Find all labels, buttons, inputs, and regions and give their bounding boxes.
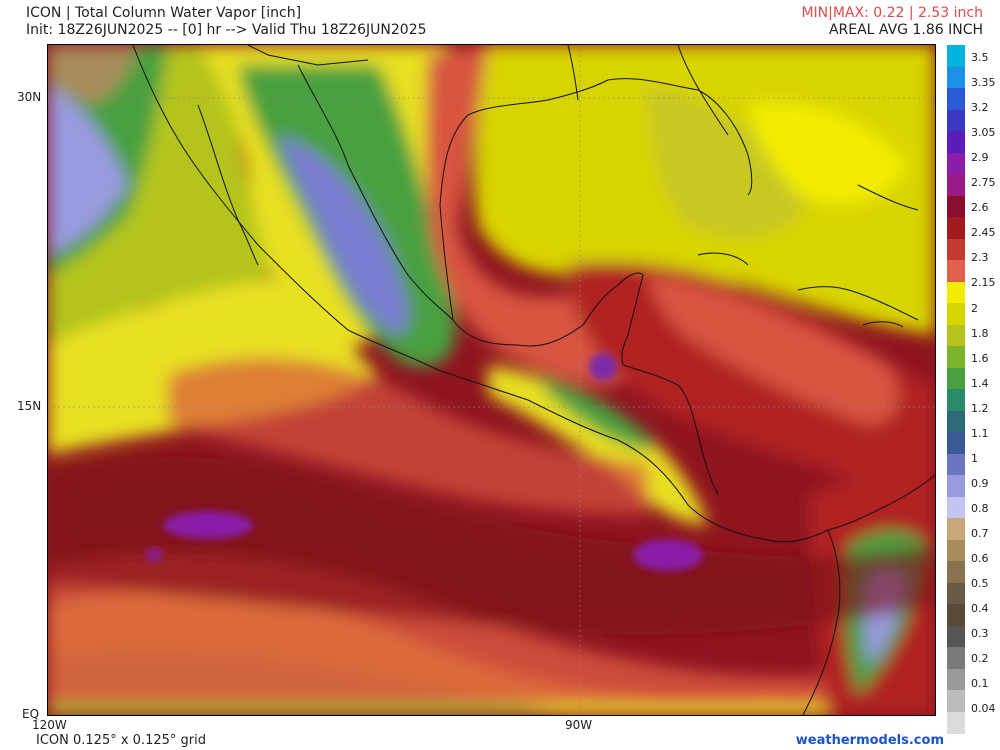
brand-link[interactable]: weathermodels.com xyxy=(795,733,944,748)
colorbar-tick-label: 0.8 xyxy=(971,501,989,515)
colorbar-tick-label: 3.35 xyxy=(971,76,996,90)
colorbar-segment xyxy=(947,238,965,261)
colorbar-segment xyxy=(947,690,965,712)
colorbar-segment xyxy=(947,303,965,325)
lat-label-eq: EQ xyxy=(22,707,40,721)
colorbar-tick-label: 2.6 xyxy=(971,201,989,215)
colorbar-tick-label: 2.15 xyxy=(971,276,996,290)
weather-map[interactable] xyxy=(47,44,936,716)
colorbar-tick-label: 1 xyxy=(971,451,978,465)
colorbar-tick-label: 0.7 xyxy=(971,526,989,540)
colorbar-segment xyxy=(947,88,965,110)
colorbar-segment xyxy=(947,281,965,304)
colorbar-segment xyxy=(947,217,965,239)
colorbar-segment xyxy=(947,195,965,218)
colorbar-tick-label: 0.04 xyxy=(971,702,996,716)
colorbar-segment xyxy=(947,518,965,540)
colorbar-tick-label: 0.6 xyxy=(971,552,989,565)
colorbar-tick-label: 2.75 xyxy=(971,176,996,190)
lat-label-30n: 30N xyxy=(17,90,42,104)
colorbar xyxy=(947,45,965,734)
colorbar-tick-label: 0.3 xyxy=(971,627,989,641)
colorbar-tick-label: 0.9 xyxy=(971,476,989,490)
colorbar-segment xyxy=(947,410,965,433)
colorbar-segment xyxy=(947,109,965,132)
colorbar-tick-label: 2.9 xyxy=(971,151,989,165)
colorbar-segment xyxy=(947,367,965,390)
colorbar-segment xyxy=(947,496,965,519)
grid-resolution-label: ICON 0.125° x 0.125° grid xyxy=(36,733,206,748)
colorbar-segment xyxy=(947,389,965,411)
colorbar-segment xyxy=(947,561,965,583)
colorbar-tick-label: 2.45 xyxy=(971,226,996,240)
colorbar-tick-label: 2 xyxy=(971,301,978,315)
lon-label-120w: 120W xyxy=(32,718,67,732)
colorbar-segment xyxy=(947,539,965,562)
colorbar-tick-label: 3.5 xyxy=(971,51,989,64)
colorbar-segment xyxy=(947,346,965,368)
colorbar-segment xyxy=(947,432,965,454)
colorbar-tick-label: 1.1 xyxy=(971,426,989,440)
colorbar-tick-label: 0.1 xyxy=(971,677,989,691)
colorbar-segment xyxy=(947,453,965,476)
colorbar-segment xyxy=(947,668,965,691)
colorbar-tick-label: 3.05 xyxy=(971,126,996,140)
areal-average-readout: AREAL AVG 1.86 INCH xyxy=(828,22,983,38)
lat-label-15n: 15N xyxy=(17,399,42,413)
colorbar-segment xyxy=(947,152,965,175)
colorbar-tick-label: 0.5 xyxy=(971,577,989,591)
colorbar-tick-label: 1.6 xyxy=(971,351,989,365)
colorbar-tick-label: 3.2 xyxy=(971,101,989,115)
min-max-readout: MIN|MAX: 0.22 | 2.53 inch xyxy=(801,5,983,21)
colorbar-segment xyxy=(947,604,965,626)
colorbar-segment xyxy=(947,582,965,605)
init-valid-time: Init: 18Z26JUN2025 -- [0] hr --> Valid T… xyxy=(26,22,427,38)
colorbar-segment xyxy=(947,174,965,196)
colorbar-tick-label: 1.4 xyxy=(971,376,989,390)
colorbar-tick-label: 0.4 xyxy=(971,602,989,616)
colorbar-segment xyxy=(947,324,965,347)
colorbar-segment xyxy=(947,647,965,669)
colorbar-tick-label: 1.8 xyxy=(971,326,989,340)
colorbar-segment xyxy=(947,66,965,89)
colorbar-tick-label: 1.2 xyxy=(971,401,989,415)
map-title: ICON | Total Column Water Vapor [inch] xyxy=(26,5,302,21)
colorbar-segment xyxy=(947,475,965,497)
colorbar-tick-label: 0.2 xyxy=(971,652,989,666)
lon-label-90w: 90W xyxy=(565,718,593,732)
colorbar-segment xyxy=(947,711,965,734)
colorbar-segment xyxy=(947,260,965,282)
colorbar-segment xyxy=(947,45,965,67)
colorbar-segment xyxy=(947,625,965,648)
colorbar-tick-label: 2.3 xyxy=(971,251,989,265)
colorbar-segment xyxy=(947,131,965,153)
